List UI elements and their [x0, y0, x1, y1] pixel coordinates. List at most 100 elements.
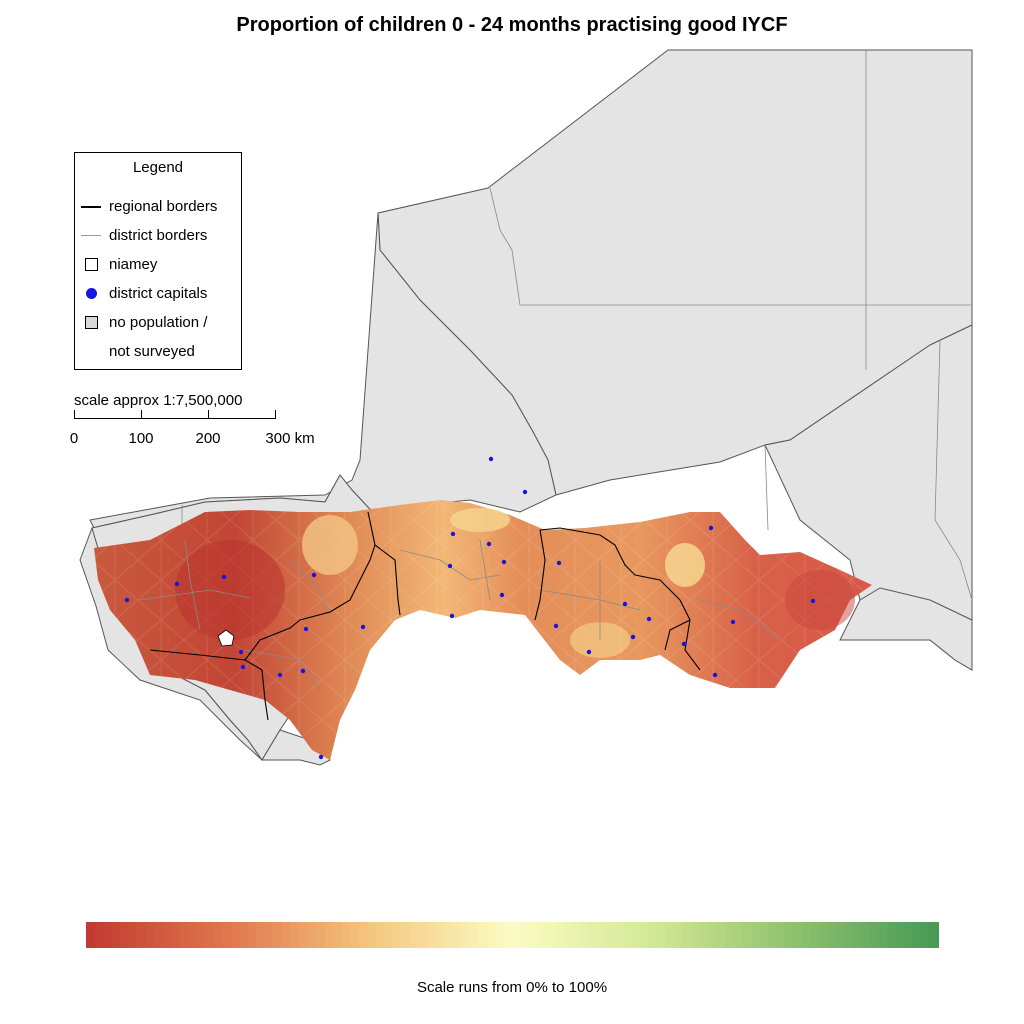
district-capital-marker[interactable] [449, 613, 455, 619]
color-scale-cell [725, 922, 735, 948]
color-scale-cell [920, 922, 931, 948]
scale-caption: scale approx 1:7,500,000 [74, 392, 243, 409]
district-capital-marker[interactable] [708, 525, 714, 531]
district-capital-marker[interactable] [486, 541, 492, 547]
color-scale-cell [648, 922, 659, 948]
district-capital-marker[interactable] [556, 560, 562, 566]
district-capital-marker[interactable] [174, 581, 180, 587]
color-scale-cell [392, 922, 403, 948]
color-scale-cell [605, 922, 616, 948]
district-capital-marker[interactable] [630, 634, 636, 640]
color-scale-cell [512, 922, 522, 948]
color-scale-cell [290, 922, 301, 948]
color-scale-cell [546, 922, 556, 948]
color-scale-cell [614, 922, 625, 948]
color-scale-cell [145, 922, 156, 948]
color-scale-cell [120, 922, 130, 948]
country-east-south [839, 587, 973, 671]
niamey-hole [217, 629, 235, 647]
district-capital-marker[interactable] [712, 672, 718, 678]
color-scale-cell [128, 922, 139, 948]
color-scale-cell [742, 922, 752, 948]
district-capital-marker[interactable] [447, 563, 453, 569]
color-scale-cell [554, 922, 565, 948]
color-scale-cell [196, 922, 207, 948]
color-scale-cell [137, 922, 147, 948]
color-scale-cell [281, 922, 292, 948]
color-scale-cell [597, 922, 607, 948]
color-scale-cell [171, 922, 181, 948]
color-scale-cell [103, 922, 113, 948]
district-capital-marker[interactable] [318, 754, 324, 760]
color-scale-cell [682, 922, 693, 948]
district-capital-marker[interactable] [303, 626, 309, 632]
color-scale-cell [469, 922, 480, 948]
legend: Legend regional borders district borders… [74, 152, 242, 370]
scale-tick-label: 300 km [265, 430, 315, 447]
color-scale-cell [230, 922, 241, 948]
color-scale-cell [435, 922, 446, 948]
color-scale-cell [213, 922, 224, 948]
district-capital-marker[interactable] [238, 649, 244, 655]
legend-item-niamey: niamey [75, 255, 241, 275]
color-scale-cell [111, 922, 122, 948]
district-capital-marker[interactable] [488, 456, 494, 462]
district-capital-marker[interactable] [501, 559, 507, 565]
color-scale-cell [912, 922, 923, 948]
district-capitals [124, 456, 816, 760]
color-scale-cell [350, 922, 360, 948]
district-capital-marker[interactable] [277, 672, 283, 678]
color-scale-cell [358, 922, 369, 948]
legend-item-district-borders: district borders [75, 226, 241, 246]
district-capital-marker[interactable] [730, 619, 736, 625]
district-capital-marker[interactable] [622, 601, 628, 607]
district-capital-marker[interactable] [499, 592, 505, 598]
color-scale-cell [426, 922, 437, 948]
district-capital-marker[interactable] [124, 597, 130, 603]
district-capital-marker[interactable] [681, 641, 687, 647]
district-capital-marker[interactable] [553, 623, 559, 629]
color-scale-cell [818, 922, 829, 948]
color-scale-cell [384, 922, 394, 948]
scale-tick-label: 100 [128, 430, 154, 447]
district-capital-marker[interactable] [221, 574, 227, 580]
color-scale-cell [810, 922, 820, 948]
color-scale-cell [716, 922, 727, 948]
district-capital-marker[interactable] [450, 531, 456, 537]
color-scale-cell [316, 922, 326, 948]
color-scale-cell [750, 922, 761, 948]
color-scale-cell [895, 922, 906, 948]
color-scale-cell [759, 922, 769, 948]
color-scale-cell [861, 922, 872, 948]
color-scale-cell [503, 922, 514, 948]
district-capital-marker[interactable] [311, 572, 317, 578]
scale-tick [141, 410, 142, 419]
district-capital-marker[interactable] [240, 664, 246, 670]
color-scale-cell [537, 922, 548, 948]
map-title: Proportion of children 0 - 24 months pra… [236, 14, 788, 36]
color-scale-cell [179, 922, 190, 948]
hollow-square-icon [85, 258, 98, 271]
district-capital-marker[interactable] [586, 649, 592, 655]
color-scale-cell [639, 922, 650, 948]
color-scale-cell [529, 922, 539, 948]
color-scale-cell [827, 922, 838, 948]
district-capital-marker[interactable] [300, 668, 306, 674]
color-scale-cell [776, 922, 786, 948]
district-capital-marker[interactable] [360, 624, 366, 630]
district-capital-marker[interactable] [810, 598, 816, 604]
color-scale-cell [767, 922, 778, 948]
country-lines [181, 50, 973, 601]
grey-line-icon [81, 235, 101, 236]
color-scale-cell [333, 922, 343, 948]
black-line-icon [81, 206, 101, 208]
district-capital-marker[interactable] [646, 616, 652, 622]
blue-dot-icon [86, 288, 97, 299]
color-scale-cell [580, 922, 590, 948]
color-scale-cell [622, 922, 633, 948]
scale-tick-label: 200 [195, 430, 221, 447]
district-capital-marker[interactable] [522, 489, 528, 495]
color-scale-cell [222, 922, 233, 948]
color-scale-cell [188, 922, 199, 948]
